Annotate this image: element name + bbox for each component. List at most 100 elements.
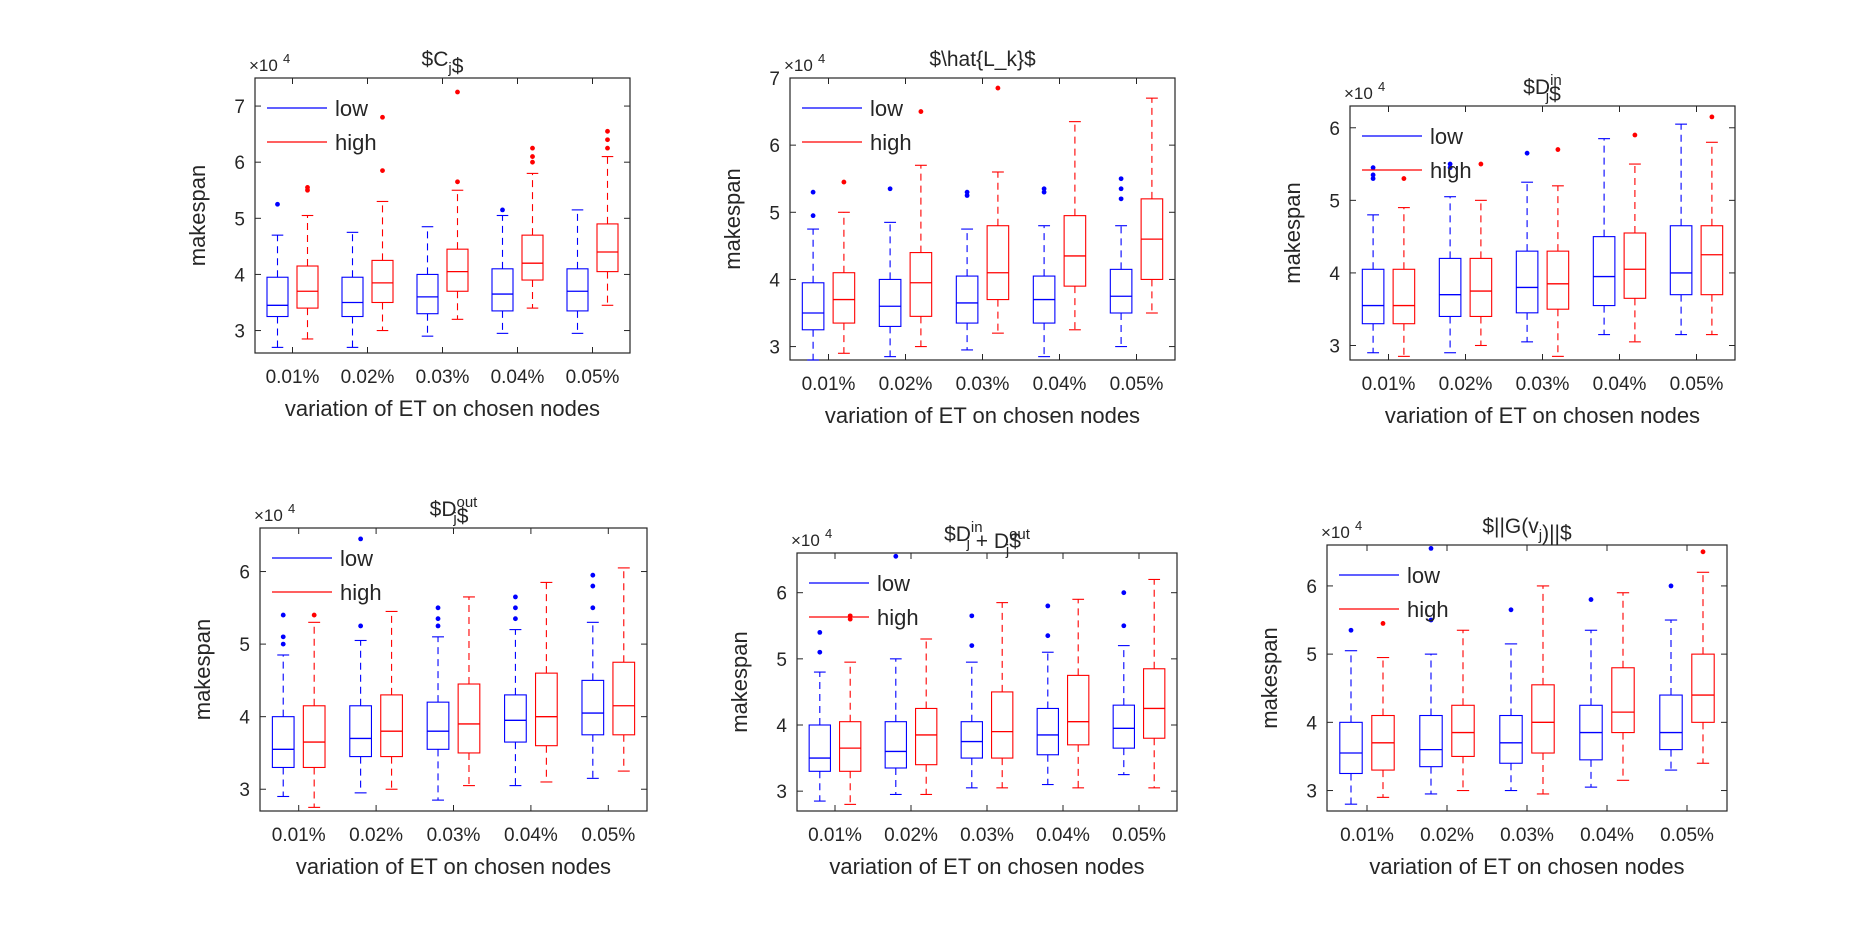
iqr-box — [266, 276, 289, 318]
title-end: )||$ — [1542, 522, 1572, 545]
chart-title: $Cj$ — [422, 48, 464, 78]
iqr-box — [371, 259, 394, 304]
x-axis-label: variation of ET on chosen nodes — [296, 854, 611, 879]
legend-label-low: low — [340, 546, 373, 571]
x-tick-label: 0.05% — [1110, 374, 1164, 395]
chart-panel-1: 3 4 5 6 7 0.01% 0.02% 0.03% 0.04% 0.05% ×10 4 variat… — [185, 48, 631, 421]
outlier-point — [305, 185, 310, 190]
legend: low high — [802, 96, 912, 155]
title-sub: j — [966, 535, 970, 552]
iqr-box — [960, 721, 983, 759]
exponent-power: 4 — [818, 51, 825, 66]
exponent-power: 4 — [283, 51, 290, 66]
outlier-point — [893, 553, 899, 559]
high-box-0.02% — [380, 610, 403, 790]
iqr-box — [1531, 684, 1555, 754]
high-box-0.01% — [1392, 176, 1416, 357]
legend-label-high: high — [340, 580, 382, 605]
y-tick-label: 5 — [1306, 645, 1317, 666]
plot-area-frame — [1326, 544, 1728, 812]
high-box-0.03% — [991, 602, 1014, 789]
iqr-box — [446, 248, 469, 292]
legend-label-low: low — [877, 571, 910, 596]
iqr-box — [1469, 257, 1493, 318]
y-tick-label: 4 — [239, 708, 250, 729]
title-base: $C — [422, 48, 449, 71]
outlier-point — [1045, 603, 1051, 609]
iqr-box — [566, 268, 589, 312]
iqr-box — [457, 683, 481, 754]
high-box-0.05% — [1691, 549, 1715, 764]
x-tick-label: 0.03% — [1516, 374, 1570, 395]
title-base: $D — [430, 498, 457, 521]
y-tick-label: 7 — [234, 97, 245, 118]
outlier-point — [380, 114, 385, 120]
x-axis-label: variation of ET on chosen nodes — [829, 854, 1144, 879]
chart-title: $||G(vj)||$ — [1482, 515, 1572, 545]
high-box-0.01% — [832, 179, 856, 354]
outlier-point — [513, 594, 518, 600]
x-tick-label: 0.05% — [566, 367, 620, 388]
legend: low high — [809, 571, 919, 630]
iqr-box — [380, 694, 403, 758]
exponent-power: 4 — [1378, 79, 1385, 94]
iqr-box — [296, 265, 319, 309]
y-tick-label: 6 — [1329, 119, 1340, 140]
iqr-box — [986, 225, 1010, 301]
x-tick-label: 0.02% — [349, 825, 403, 846]
legend-label-low: low — [870, 96, 903, 121]
plot-area-frame — [1349, 105, 1736, 361]
chart-panel-4: 3 4 5 6 0.01% 0.02% 0.03% 0.04% 0.05% ×10 4 variati… — [190, 494, 648, 879]
outlier-point — [590, 605, 596, 611]
outlier-point — [841, 179, 847, 185]
low-box-0.01% — [1361, 165, 1385, 354]
title-sub: j — [452, 510, 456, 527]
iqr-box — [302, 705, 326, 769]
iqr-box — [955, 275, 979, 324]
iqr-box — [1112, 704, 1135, 749]
x-tick-label: 0.04% — [504, 825, 558, 846]
outlier-point — [1700, 549, 1706, 555]
high-box-0.04% — [1067, 598, 1090, 789]
y-tick-label: 3 — [1306, 782, 1317, 803]
y-tick-label: 4 — [769, 270, 780, 291]
iqr-box — [1339, 721, 1363, 775]
outlier-point — [1478, 161, 1484, 167]
low-box-0.03% — [426, 605, 450, 801]
high-box-0.03% — [446, 89, 469, 320]
iqr-box — [1700, 225, 1724, 296]
x-tick-label: 0.01% — [802, 374, 856, 395]
outlier-point — [435, 605, 441, 611]
legend-label-low: low — [1430, 124, 1463, 149]
outlier-point — [1348, 627, 1354, 633]
high-box-0.03% — [457, 596, 481, 787]
low-box-0.03% — [960, 613, 983, 789]
title-sub2: j — [1005, 542, 1009, 559]
iqr-box — [581, 679, 605, 736]
outlier-point — [530, 154, 535, 159]
low-box-0.04% — [491, 207, 514, 334]
legend-label-high: high — [335, 130, 377, 155]
x-tick-label: 0.05% — [581, 825, 635, 846]
high-box-0.02% — [371, 114, 394, 332]
title-sup: in — [1550, 72, 1562, 89]
outlier-point — [358, 623, 364, 629]
outlier-point — [358, 536, 364, 542]
high-box-0.05% — [1140, 97, 1164, 314]
outlier-point — [1118, 176, 1124, 182]
low-box-0.05% — [581, 572, 605, 779]
high-box-0.05% — [612, 567, 636, 772]
outlier-point — [605, 137, 610, 143]
low-box-0.02% — [349, 536, 373, 794]
x-tick-label: 0.02% — [341, 367, 395, 388]
x-tick-label: 0.03% — [1500, 825, 1554, 846]
y-axis-label: makespan — [185, 165, 210, 267]
outlier-point — [1370, 176, 1376, 181]
outlier-point — [280, 641, 286, 647]
iqr-box — [1669, 225, 1693, 296]
legend-label-high: high — [1407, 597, 1449, 622]
iqr-box — [1143, 668, 1166, 739]
y-axis-label: makespan — [1280, 182, 1305, 284]
outlier-point — [590, 583, 596, 589]
low-box-0.03% — [1515, 150, 1539, 343]
